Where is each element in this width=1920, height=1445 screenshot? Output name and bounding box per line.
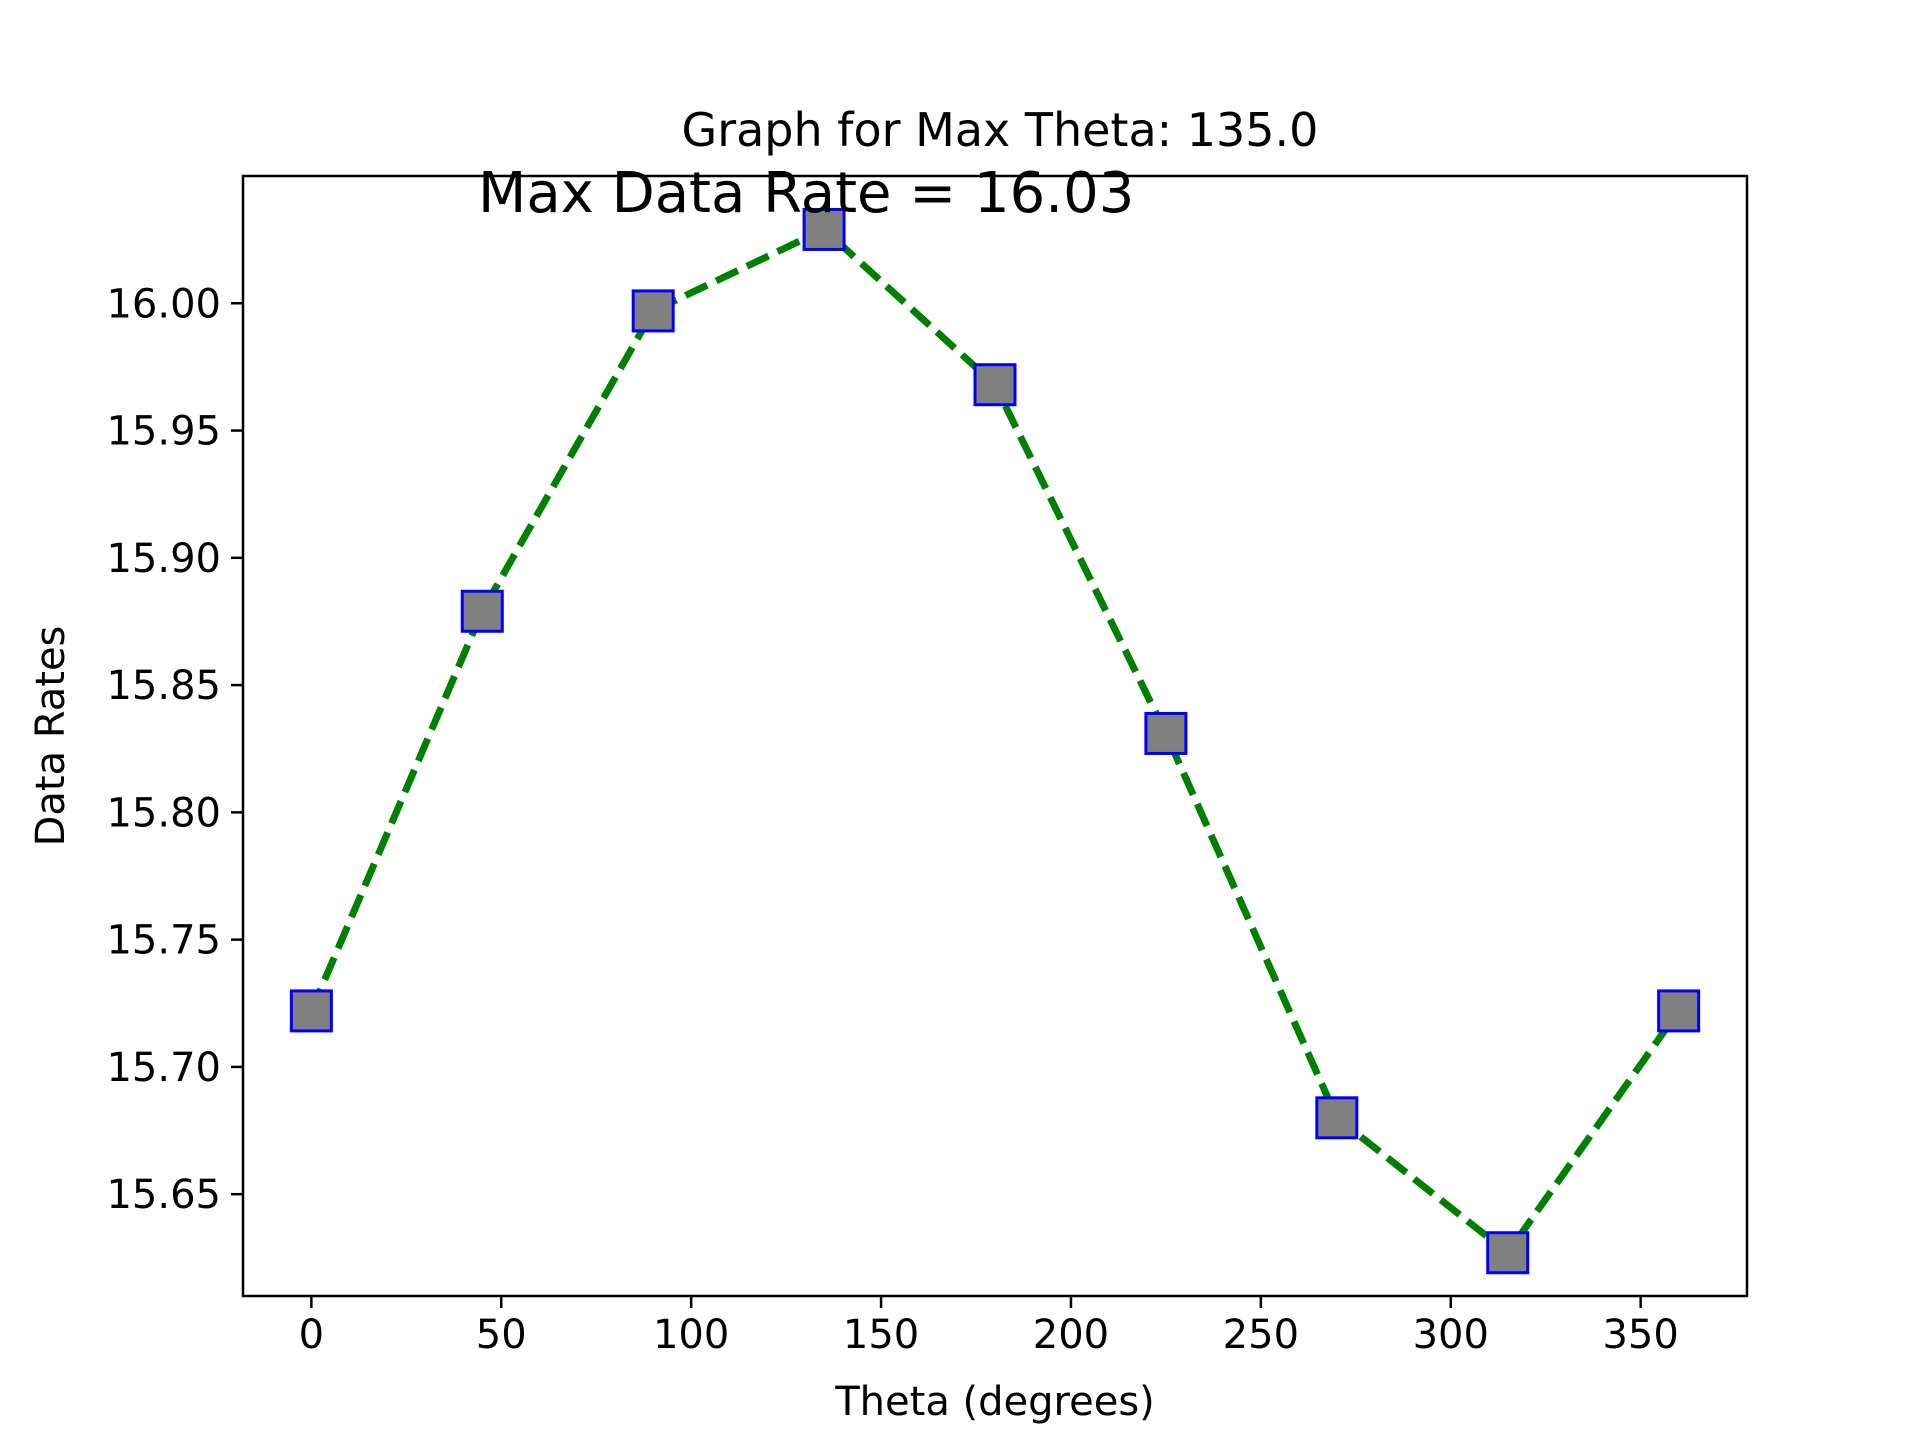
data-point-marker — [1657, 989, 1701, 1033]
x-tick-label: 250 — [1223, 1312, 1299, 1358]
data-point-marker — [802, 207, 846, 251]
x-tick-label: 200 — [1033, 1312, 1109, 1358]
x-tick-label: 0 — [299, 1312, 324, 1358]
data-point-marker — [973, 363, 1017, 407]
x-tick-label: 100 — [653, 1312, 729, 1358]
y-tick-label: 15.65 — [106, 1172, 221, 1218]
y-tick-label: 15.85 — [106, 663, 221, 709]
y-tick-label: 15.75 — [106, 918, 221, 964]
x-axis-label: Theta (degrees) — [834, 1379, 1155, 1425]
plot-area — [289, 207, 1701, 1275]
data-point-marker — [460, 589, 504, 633]
y-tick-label: 16.00 — [106, 281, 221, 327]
plot-frame — [241, 174, 1749, 1298]
y-tick-label: 15.95 — [106, 409, 221, 455]
x-tick-label: 150 — [843, 1312, 919, 1358]
data-point-marker — [1315, 1096, 1359, 1140]
y-tick-label: 15.90 — [106, 536, 221, 582]
chart-title: Graph for Max Theta: 135.0 — [682, 103, 1319, 157]
y-tick-label: 15.70 — [106, 1045, 221, 1091]
y-axis: 15.65 15.70 15.75 15.80 15.85 15.90 15.95 16.00 — [106, 281, 243, 1218]
x-axis: 0 50 100 150 200 250 300 350 — [299, 1296, 1679, 1358]
annotation-max-data-rate: Max Data Rate = 16.03 — [478, 161, 1134, 226]
data-point-marker — [631, 289, 675, 333]
y-tick-label: 15.80 — [106, 790, 221, 836]
data-point-marker — [289, 989, 333, 1033]
x-tick-label: 300 — [1413, 1312, 1489, 1358]
data-point-marker — [1486, 1231, 1530, 1275]
y-axis-label: Data Rates — [28, 626, 74, 847]
x-tick-label: 350 — [1602, 1312, 1678, 1358]
data-point-marker — [1144, 711, 1188, 755]
x-tick-label: 50 — [476, 1312, 527, 1358]
